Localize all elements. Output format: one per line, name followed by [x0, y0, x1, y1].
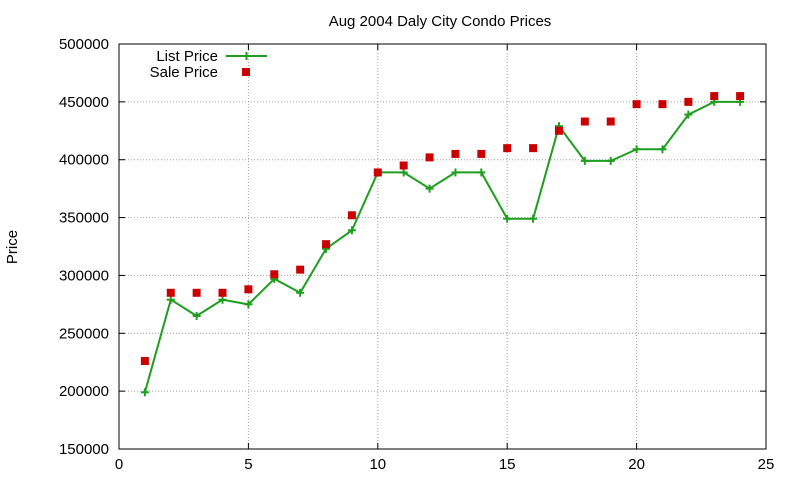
list-price-point	[580, 156, 589, 165]
list-price-point	[632, 145, 641, 154]
list-price-point	[347, 226, 356, 235]
sale-price-point	[503, 144, 512, 153]
y-tick-label: 350000	[59, 210, 109, 227]
sale-price-point	[244, 285, 253, 294]
legend-marker-sale-price	[242, 68, 250, 76]
series-line-list-price	[143, 100, 741, 393]
x-tick-label: 15	[499, 456, 516, 473]
legend-label-list-price: List Price	[156, 48, 218, 65]
legend-label-sale-price: Sale Price	[150, 64, 218, 81]
list-price-point	[658, 145, 667, 154]
legend-marker-list-price	[242, 52, 251, 60]
sale-price-point	[166, 288, 175, 297]
sale-price-point	[554, 126, 563, 135]
x-tick-label: 25	[758, 456, 775, 473]
sale-price-point	[451, 149, 460, 158]
list-price-point	[606, 156, 615, 165]
sale-price-point	[322, 240, 331, 249]
x-tick-label: 5	[244, 456, 252, 473]
list-price-point	[529, 214, 538, 223]
sale-price-point	[192, 288, 201, 297]
sale-price-point	[632, 100, 641, 109]
list-price-point	[399, 168, 408, 177]
y-tick-label: 250000	[59, 325, 109, 342]
y-tick-label: 300000	[59, 267, 109, 284]
list-price-point	[296, 288, 305, 297]
sale-price-point	[425, 153, 434, 162]
list-price-point	[425, 184, 434, 193]
gridlines	[119, 44, 766, 449]
list-price-point	[684, 110, 693, 119]
sale-price-point	[270, 270, 279, 279]
list-price-point	[244, 300, 253, 309]
sale-price-point	[684, 97, 693, 106]
sale-price-point	[580, 117, 589, 126]
plot-border	[118, 43, 767, 450]
y-tick-label: 450000	[59, 94, 109, 111]
sale-price-point	[296, 265, 305, 274]
x-tick-label: 20	[628, 456, 645, 473]
y-tick-label: 200000	[59, 383, 109, 400]
sale-price-point	[140, 357, 149, 366]
sale-price-point	[710, 92, 719, 101]
list-price-point	[192, 311, 201, 320]
sale-price-point	[477, 149, 486, 158]
y-tick-label: 150000	[59, 441, 109, 458]
list-price-point	[166, 295, 175, 304]
x-axis-ticks: 0 5 10 15 20 25	[115, 44, 775, 473]
list-price-point	[218, 295, 227, 304]
list-price-point	[451, 168, 460, 177]
legend: List Price Sale Price	[150, 48, 267, 81]
chart-title: Aug 2004 Daly City Condo Prices	[329, 13, 552, 30]
y-axis-ticks: 150000 200000 250000 300000 350000 400000 4500…	[59, 36, 766, 458]
list-price-point	[503, 214, 512, 223]
list-price-point	[140, 388, 149, 397]
x-tick-label: 10	[369, 456, 386, 473]
legend-plus-mark	[242, 52, 251, 60]
series-layer	[140, 92, 745, 397]
list-price-point	[477, 168, 486, 177]
y-tick-label: 400000	[59, 152, 109, 169]
sale-price-point	[736, 92, 745, 101]
sale-price-point	[658, 100, 667, 109]
sale-price-point	[373, 168, 382, 177]
y-axis-label: Price	[4, 230, 21, 264]
sale-price-point	[529, 144, 538, 153]
sale-price-point	[399, 161, 408, 170]
y-tick-label: 500000	[59, 36, 109, 53]
x-tick-label: 0	[115, 456, 123, 473]
sale-price-point	[347, 211, 356, 220]
sale-price-point	[606, 117, 615, 126]
sale-price-point	[218, 288, 227, 297]
